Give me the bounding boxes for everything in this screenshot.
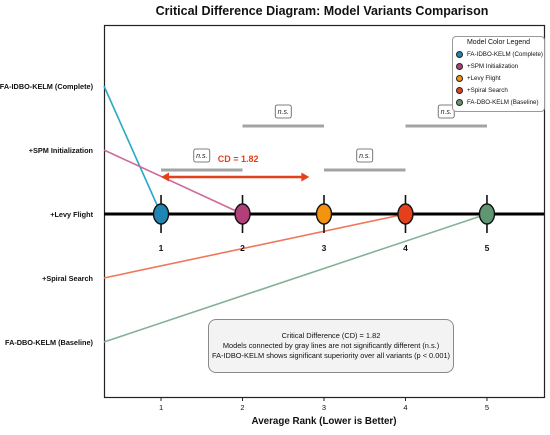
cd-arrowhead-right	[301, 172, 310, 182]
legend-swatch	[456, 74, 463, 82]
ns-label-box	[356, 148, 374, 163]
ns-label-box	[193, 148, 211, 163]
rank-number: 2	[240, 243, 245, 253]
model-marker	[315, 203, 333, 225]
x-tick-label: 5	[485, 403, 489, 412]
model-marker	[152, 203, 170, 225]
legend-swatch	[456, 98, 463, 106]
legend-label: FA-IDBO-KELM (Complete)	[467, 50, 543, 58]
legend-item: FA-DBO-KELM (Baseline)	[456, 96, 541, 108]
legend: Model Color Legend FA-IDBO-KELM (Complet…	[452, 36, 545, 112]
legend-item: FA-IDBO-KELM (Complete)	[456, 48, 543, 60]
legend-swatch	[456, 50, 463, 58]
cd-note-box: Critical Difference (CD) = 1.82 Models c…	[208, 319, 454, 373]
legend-label: FA-DBO-KELM (Baseline)	[467, 98, 539, 106]
model-label: +SPM Initialization	[29, 146, 93, 155]
connector-line	[103, 149, 243, 215]
x-tick-label: 4	[403, 403, 407, 412]
ns-label: n.s.	[196, 153, 207, 160]
model-label: FA-IDBO-KELM (Complete)	[0, 82, 94, 91]
chart-title: Critical Difference Diagram: Model Varia…	[156, 4, 489, 18]
legend-label: +SPM Initialization	[467, 62, 519, 70]
rank-number: 5	[485, 243, 490, 253]
cd-arrowhead-left	[161, 172, 170, 182]
rank-number: 4	[403, 243, 408, 253]
note-line-ns: Models connected by gray lines are not s…	[222, 341, 440, 350]
model-labels: FA-IDBO-KELM (Complete) +SPM Initializati…	[0, 82, 94, 347]
x-axis-label: Average Rank (Lower is Better)	[251, 416, 396, 427]
model-marker	[234, 203, 251, 225]
model-label: +Levy Flight	[50, 210, 93, 219]
legend-item: +Spiral Search	[456, 84, 541, 96]
connector-line	[103, 213, 488, 343]
model-markers: 1 2 3 4 5	[152, 203, 496, 253]
ns-label: n.s.	[441, 109, 452, 116]
note-line-superiority: FA-IDBO-KELM shows significant superiori…	[211, 351, 451, 360]
x-tick-label: 1	[159, 403, 163, 412]
legend-title: Model Color Legend	[466, 39, 531, 46]
model-label: FA-DBO-KELM (Baseline)	[5, 338, 94, 347]
legend-swatch	[456, 62, 463, 70]
legend-label: +Levy Flight	[467, 74, 501, 82]
x-tick-label: 2	[240, 403, 244, 412]
ns-groups: n.s. n.s. n.s. n.s.	[161, 104, 487, 172]
ns-label: n.s.	[359, 153, 370, 160]
model-marker	[478, 203, 496, 225]
x-axis: 1 2 3 4 5	[159, 397, 489, 412]
legend-items: FA-IDBO-KELM (Complete) +SPM Initializati…	[456, 48, 543, 108]
legend-item: +Levy Flight	[456, 72, 541, 84]
legend-swatch	[456, 86, 463, 94]
legend-label: +Spiral Search	[467, 86, 508, 94]
rank-number: 1	[159, 243, 164, 253]
rank-number: 3	[322, 243, 327, 253]
connector-line	[103, 213, 406, 279]
connector-line	[103, 85, 162, 215]
model-label: +Spiral Search	[42, 274, 93, 283]
ns-label: n.s.	[278, 109, 289, 116]
cd-annotation: CD = 1.82	[161, 154, 310, 182]
cd-label: CD = 1.82	[218, 154, 259, 164]
legend-item: +SPM Initialization	[456, 60, 541, 72]
x-tick-label: 3	[322, 403, 326, 412]
note-line-cd: Critical Difference (CD) = 1.82	[281, 331, 381, 340]
model-marker	[397, 203, 414, 225]
ns-label-box	[274, 104, 292, 119]
